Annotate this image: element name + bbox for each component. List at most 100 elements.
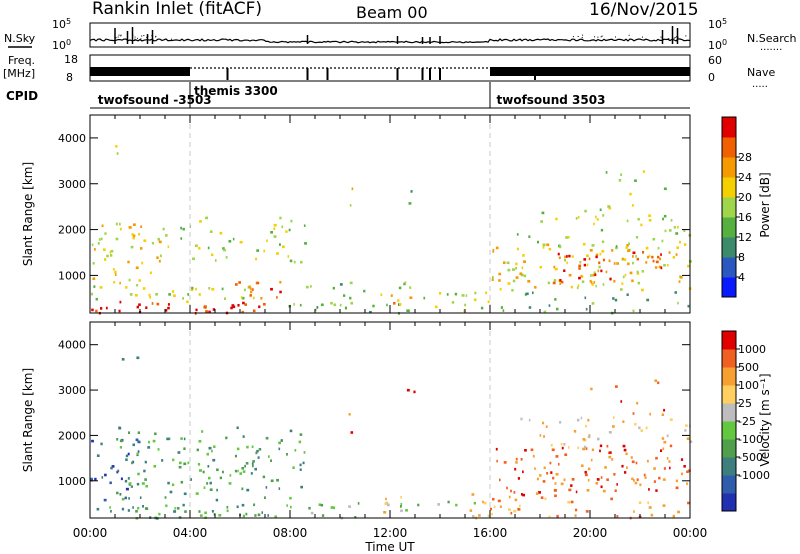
heatmap-cell [265, 436, 269, 440]
heatmap-cell [602, 258, 605, 262]
heatmap-cell [655, 489, 658, 492]
heatmap-cell [552, 281, 556, 285]
heatmap-cell [548, 247, 552, 251]
heatmap-cell [599, 208, 602, 212]
heatmap-cell [222, 470, 224, 474]
heatmap-cell [506, 486, 508, 490]
colorbar-frame [721, 116, 737, 298]
heatmap-cell [647, 501, 650, 505]
heatmap-cell [581, 275, 584, 278]
heatmap-cell [435, 305, 438, 309]
heatmap-cell [119, 493, 122, 496]
heatmap-cell [260, 297, 263, 300]
heatmap-cell [218, 514, 222, 517]
heatmap-cell [498, 279, 501, 282]
heatmap-cell [100, 307, 103, 310]
heatmap-cell [601, 240, 605, 244]
heatmap-cell [397, 299, 400, 302]
heatmap-cell [242, 301, 245, 305]
heatmap-cell [585, 510, 589, 513]
heatmap-cell [155, 293, 158, 296]
heatmap-cell [655, 260, 659, 264]
colorbar-tick-label: 20 [738, 191, 752, 204]
heatmap-cell [636, 270, 639, 274]
heatmap-cell [471, 493, 475, 496]
heatmap-cell [148, 440, 150, 444]
heatmap-cell [290, 219, 293, 223]
heatmap-cell [631, 279, 634, 283]
heatmap-cell [624, 273, 627, 277]
heatmap-cell [174, 507, 176, 510]
heatmap-cell [546, 472, 549, 475]
nsearch-dot [582, 34, 584, 36]
heatmap-cell [577, 215, 580, 219]
heatmap-cell [180, 237, 183, 240]
freq-trace [90, 67, 690, 80]
heatmap-cell [668, 251, 671, 254]
heatmap-cell [553, 265, 556, 269]
heatmap-cell [540, 220, 543, 223]
heatmap-cell [251, 462, 254, 465]
nsearch-dot [600, 36, 602, 38]
heatmap-cell [513, 509, 517, 513]
heatmap-cell [515, 276, 519, 279]
x-tick-label: 00:00 [73, 526, 108, 540]
heatmap-cell [400, 496, 402, 499]
heatmap-cell [686, 470, 689, 473]
heatmap-cell [270, 231, 273, 234]
heatmap-cell [679, 240, 681, 244]
heatmap-cell [199, 220, 202, 223]
heatmap-cell [90, 292, 93, 296]
heatmap-cell [209, 488, 213, 491]
nsearch-dot [675, 36, 677, 38]
heatmap-cell [566, 255, 568, 258]
heatmap-cell [273, 223, 277, 227]
heatmap-cell [446, 293, 449, 296]
heatmap-cell [528, 235, 531, 238]
heatmap-cell [147, 446, 151, 449]
heatmap-cell [109, 251, 112, 254]
nave-dots: ..... [752, 79, 768, 90]
heatmap-cell [557, 252, 560, 256]
heatmap-cell [161, 459, 164, 462]
heatmap-cell [289, 496, 292, 500]
heatmap-cell [578, 264, 582, 268]
nsky-tick-bottom: 100 [52, 38, 71, 52]
heatmap-cell [211, 510, 214, 513]
heatmap-cell [580, 416, 583, 420]
heatmap-cell [604, 466, 607, 469]
heatmap-cell [589, 249, 593, 252]
heatmap-cell [192, 257, 195, 261]
heatmap-cell [257, 456, 260, 459]
heatmap-cell [204, 306, 207, 309]
heatmap-cell [148, 293, 151, 297]
heatmap-cell [543, 310, 547, 314]
heatmap-cell [616, 483, 618, 486]
heatmap-cell [209, 230, 213, 233]
heatmap-cell [167, 306, 170, 310]
heatmap-cell [663, 264, 666, 267]
heatmap-cell [599, 252, 602, 256]
heatmap-cell [244, 288, 246, 292]
heatmap-cell [138, 440, 141, 444]
nsearch-dot [601, 35, 603, 37]
heatmap-cell [344, 306, 347, 310]
heatmap-cell [583, 263, 586, 267]
nsearch-dot [152, 35, 154, 37]
heatmap-cell [591, 302, 595, 305]
heatmap-cell [480, 306, 484, 310]
heatmap-cell [454, 292, 458, 296]
colorbar-swatch [722, 385, 736, 404]
heatmap-cell [205, 310, 208, 313]
heatmap-cell [178, 465, 182, 469]
heatmap-cell [195, 308, 198, 312]
heatmap-cell [584, 470, 587, 474]
heatmap-cell [595, 255, 598, 259]
heatmap-cell [608, 455, 612, 459]
heatmap-cell [553, 279, 557, 282]
heatmap-cell [527, 280, 531, 283]
heatmap-cell [558, 463, 560, 466]
heatmap-cell [278, 441, 281, 445]
heatmap-cell [136, 452, 139, 456]
heatmap-cell [116, 470, 119, 474]
